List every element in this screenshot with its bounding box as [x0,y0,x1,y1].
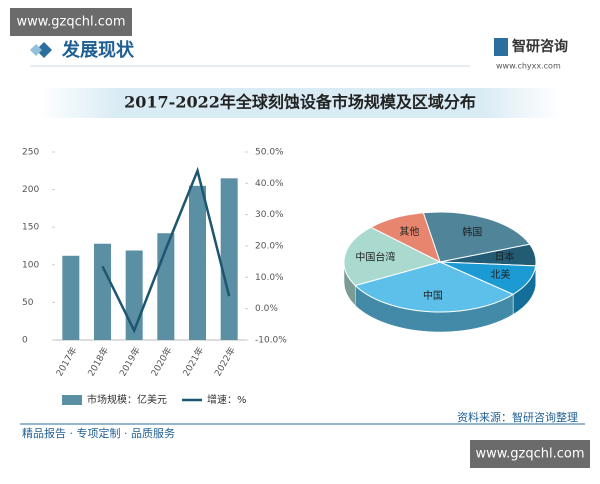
pie-label: 其他 [399,225,419,238]
y-tick-label: 150 [22,223,39,233]
chart-title: 2017-2022年全球刻蚀设备市场规模及区域分布 [124,93,476,112]
footer-slogan: 精品报告 · 专项定制 · 品质服务 [22,426,175,440]
y-tick-label: 200 [22,185,39,195]
y2-tick-label: 0.0% [255,304,278,314]
y2-tick-label: 40.0% [255,179,284,189]
footer-source: 资料来源：智研咨询整理 [457,410,578,424]
section-title: 发展现状 [61,39,135,61]
y2-tick-label: 10.0% [255,273,284,283]
bar [126,251,143,340]
bar [189,186,206,340]
pie-label: 中国台湾 [355,250,395,263]
watermark: www.gzqchl.com [475,447,584,462]
watermark: www.gzqchl.com [16,15,125,30]
bar [94,244,111,340]
legend-label: 市场规模：亿美元 [87,393,167,406]
y2-tick-label: -10.0% [255,336,287,346]
pie-label: 韩国 [462,225,482,238]
y-tick-label: 50 [22,298,34,308]
legend-label: 增速：% [207,393,247,406]
logo: 智研咨询 [511,38,568,55]
bar [62,256,79,340]
pie-label: 中国 [423,289,443,302]
legend-swatch [62,395,82,405]
y-tick-label: 250 [22,148,39,158]
logo-url: www.chyxx.com [496,62,561,71]
pie-label: 日本 [495,250,515,263]
y-tick-label: 100 [22,260,39,270]
y2-tick-label: 50.0% [255,148,284,158]
y-tick-label: 0 [22,336,28,346]
pie-label: 北美 [490,268,510,281]
y2-tick-label: 30.0% [255,210,284,220]
logo-icon [494,38,508,56]
bar [221,178,238,340]
y2-tick-label: 20.0% [255,242,284,252]
